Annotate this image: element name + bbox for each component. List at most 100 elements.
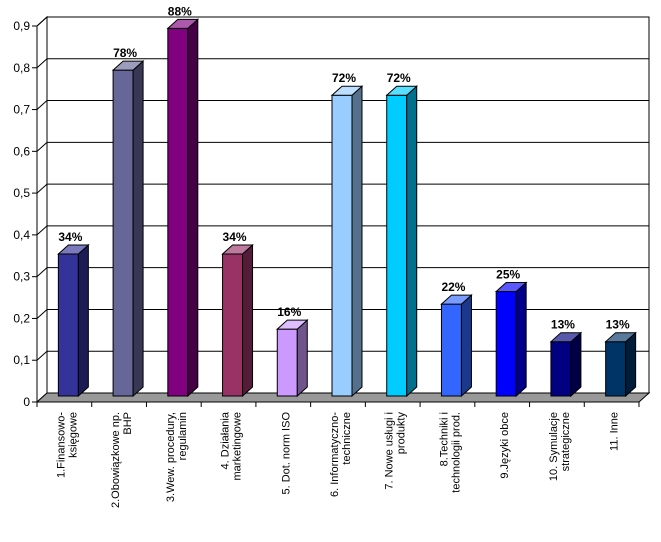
y-tick-label: 0,5	[13, 186, 30, 200]
gridline	[36, 16, 649, 27]
bar	[440, 293, 473, 398]
bar-top	[549, 332, 583, 343]
bar	[385, 85, 419, 398]
data-label: 34%	[223, 230, 247, 244]
bar-side	[242, 243, 254, 398]
bar-side	[406, 85, 418, 398]
bar-top	[275, 319, 309, 330]
category-label-line: 9.Języki obce	[499, 412, 511, 479]
bar-top	[330, 85, 364, 96]
category-label-line: techniczne	[341, 412, 353, 465]
bar-side	[296, 319, 308, 398]
category-label-line: 11. Inne	[609, 412, 621, 451]
gridline	[36, 100, 649, 110]
category-label-line: regulamin	[177, 412, 189, 460]
bar-side	[625, 331, 637, 398]
bars	[57, 18, 637, 398]
category-label: 9.Języki obce	[499, 412, 511, 479]
y-tick-label: 0,4	[13, 228, 30, 242]
bar-top	[111, 60, 145, 71]
gridline	[36, 183, 649, 194]
y-tick-label: 0,8	[13, 61, 30, 75]
bar-front	[386, 94, 408, 397]
data-label: 72%	[332, 71, 356, 85]
category-label-line: 3.Wew. procedury,	[165, 412, 177, 502]
category-label: 4. Działaniamarketingowe	[220, 411, 244, 480]
category-label-line: księgowe	[67, 412, 79, 458]
data-label: 34%	[58, 230, 82, 244]
bar	[494, 281, 528, 398]
category-label-line: 8.Techniki i	[438, 412, 450, 466]
data-label: 88%	[168, 4, 192, 18]
bar-front	[222, 253, 244, 397]
bar-front	[167, 27, 189, 397]
data-label: 72%	[387, 71, 411, 85]
bar-top	[494, 282, 528, 293]
bar	[221, 243, 254, 398]
bar-top	[57, 244, 90, 255]
data-labels: 34% 78% 88% 34% 16% 72% 72% 22% 25% 13% 13%	[58, 4, 630, 331]
bar-front	[550, 341, 572, 397]
data-label: 13%	[606, 318, 630, 332]
bar-front	[495, 291, 517, 397]
y-tick-label: 0,3	[13, 270, 30, 284]
bar	[111, 60, 145, 398]
category-label: 1.Finansowo-księgowe	[55, 412, 79, 478]
data-label: 13%	[551, 318, 575, 332]
bar	[549, 331, 583, 398]
category-label-line: marketingowe	[232, 412, 244, 480]
category-label: 3.Wew. procedury,regulamin	[165, 412, 189, 502]
category-label-line: 10. Symulacje	[548, 412, 560, 481]
bar-front	[605, 341, 627, 397]
bar-front	[440, 303, 462, 397]
bar	[275, 319, 309, 398]
bar-side	[570, 331, 582, 398]
bar	[604, 331, 637, 398]
category-label-line: strategiczne	[560, 412, 572, 471]
category-label-line: produkty	[396, 412, 408, 455]
bar-front	[112, 69, 134, 397]
category-label: 7. Nowe usługi iprodukty	[384, 412, 408, 490]
bar-top	[166, 18, 200, 29]
y-tick-label: 0,6	[13, 144, 30, 158]
category-label: 8.Techniki itechnologii prod.	[438, 412, 462, 493]
category-label: 5. Dot. norm ISO	[280, 412, 292, 495]
category-label-line: 5. Dot. norm ISO	[280, 412, 292, 495]
x-axis: 1.Finansowo-księgowe 2.Obowiązkowe np.BHP…	[36, 401, 640, 508]
data-label: 25%	[496, 268, 520, 282]
bar	[166, 18, 200, 398]
data-label: 16%	[277, 305, 301, 319]
category-label: 10. Symulacjestrategiczne	[548, 412, 572, 481]
y-tick-label: 0,7	[13, 103, 30, 117]
category-label: 2.Obowiązkowe np.BHP	[110, 412, 134, 508]
bar-front	[276, 328, 298, 397]
y-tick-label: 0	[23, 395, 30, 409]
bar-top	[440, 294, 473, 305]
bar-top	[385, 85, 419, 96]
bar	[330, 85, 364, 398]
gridline	[36, 141, 649, 152]
category-label-line: 7. Nowe usługi i	[384, 412, 396, 490]
category-label: 6. Informatyczno-techniczne	[329, 412, 353, 497]
bar-side	[77, 243, 89, 398]
category-label-line: 4. Działania	[220, 411, 232, 469]
bar	[57, 243, 90, 398]
bar-side	[460, 293, 472, 398]
gridline	[36, 58, 649, 69]
category-label-line: 6. Informatyczno-	[329, 412, 341, 497]
y-tick-label: 0,2	[13, 311, 30, 325]
y-tick-label: 0,9	[13, 19, 30, 33]
y-tick-label: 0,1	[13, 353, 30, 367]
bar-side	[351, 85, 363, 398]
gridline	[36, 267, 649, 278]
y-axis: 0 0,1 0,2 0,3 0,4 0,5 0,6 0,7 0,8 0,9	[13, 19, 38, 409]
category-label: 11. Inne	[609, 412, 621, 451]
bar-side	[515, 281, 527, 398]
bar-front	[57, 253, 79, 397]
bar-side	[187, 18, 199, 398]
category-label-line: BHP	[122, 412, 134, 435]
bar-top	[604, 332, 637, 343]
gridline	[36, 225, 649, 236]
bar-front	[331, 94, 353, 397]
